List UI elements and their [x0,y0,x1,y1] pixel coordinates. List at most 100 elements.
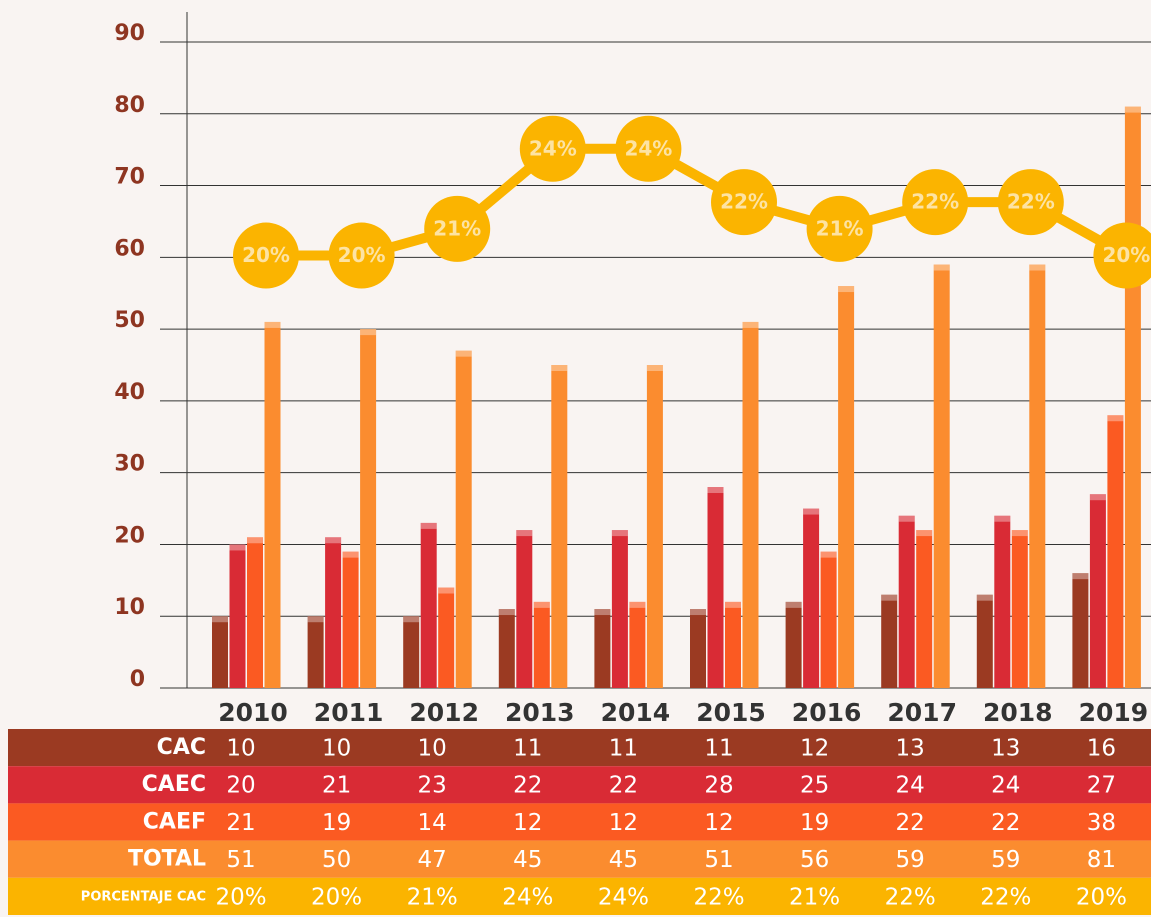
x-tick-label: 2019 [1079,698,1149,727]
row-label: CAC [157,735,206,760]
point-label: 20% [1102,243,1150,267]
table-cell: 24 [991,773,1020,799]
bar-cap [212,616,228,623]
table-cell: 22% [885,884,936,910]
bar-cap [551,365,568,371]
x-tick-label: 2012 [409,698,479,727]
bar [707,487,724,688]
point-label: 24% [624,136,672,160]
table-cell: 59 [896,847,925,873]
y-tick-label: 10 [114,595,145,620]
table-cell: 21 [226,810,255,836]
bar [690,609,706,688]
point [806,195,873,262]
bar-cap [785,601,802,608]
bar [247,537,263,688]
point [711,169,777,236]
bar-cap [629,601,646,608]
table-cell: 13 [896,736,925,762]
point [424,195,491,262]
bar [1107,415,1124,688]
bar [785,601,802,688]
bar [916,530,933,688]
y-tick-label: 90 [114,21,145,46]
table-cell: 12 [609,810,638,836]
bar [551,365,568,688]
bar-cap [803,508,820,515]
table-row [8,877,1151,915]
table-cell: 16 [1087,736,1116,762]
bar [803,508,820,688]
table-row [8,766,1151,804]
point [233,222,299,289]
table-cell: 22% [693,884,744,910]
table-row [8,840,1151,878]
bar [976,594,993,688]
table-cell: 59 [991,847,1020,873]
table-cell: 25 [800,773,829,799]
bar-cap [898,515,915,522]
bar-cap [916,530,933,537]
bar [742,321,759,688]
bar [994,515,1011,688]
bar [438,587,455,688]
bar [1029,264,1046,688]
bar-cap [307,616,324,623]
table-cell: 21 [322,773,351,799]
table-cell: 23 [418,773,447,799]
bar [455,350,472,688]
point [1093,222,1151,289]
table-cell: 20% [215,884,266,910]
y-tick-label: 60 [114,236,145,261]
table-cell: 22% [980,884,1031,910]
y-tick-label: 70 [114,165,145,190]
y-tick-label: 30 [114,452,145,477]
x-tick-label: 2017 [887,698,957,727]
bar [1011,530,1028,688]
table-cell: 22 [991,810,1020,836]
row-label: CAEF [143,809,206,834]
y-tick-label: 40 [114,380,145,405]
bar [820,551,837,688]
bar [629,601,646,688]
row-label: TOTAL [128,847,206,872]
bar [498,609,515,688]
table-cell: 20% [311,884,362,910]
row-label: CAEC [142,772,206,797]
bar [342,551,359,688]
point-label: 21% [433,216,481,240]
x-tick-label: 2011 [314,698,384,727]
bar-cap [403,616,420,623]
bar-cap [1107,415,1124,422]
table-cell: 10 [226,736,255,762]
table-cell: 19 [322,810,351,836]
table-cell: 10 [418,736,447,762]
y-tick-label: 80 [114,93,145,118]
table-cell: 22 [513,773,542,799]
table-cell: 45 [609,847,638,873]
table-cell: 81 [1087,847,1116,873]
bar-cap [594,609,611,616]
table-cell: 51 [226,847,255,873]
table-cell: 51 [704,847,733,873]
bar [898,515,915,688]
x-tick-label: 2018 [983,698,1053,727]
table-row [8,729,1151,767]
bar [360,329,377,688]
bar-cap [881,594,898,601]
bar [307,616,324,688]
point-label: 22% [1007,190,1055,214]
table-cell: 20 [226,773,255,799]
bar-cap [1089,494,1106,501]
bar-cap [498,609,515,616]
bar [533,601,550,688]
bar-cap [325,537,342,544]
table-cell: 45 [513,847,542,873]
bar-cap [247,537,263,544]
table-cell: 12 [704,810,733,836]
point [519,115,586,182]
bar [229,544,246,688]
table-cell: 24% [598,884,649,910]
point-label: 20% [338,243,386,267]
bar-cap [455,350,472,357]
